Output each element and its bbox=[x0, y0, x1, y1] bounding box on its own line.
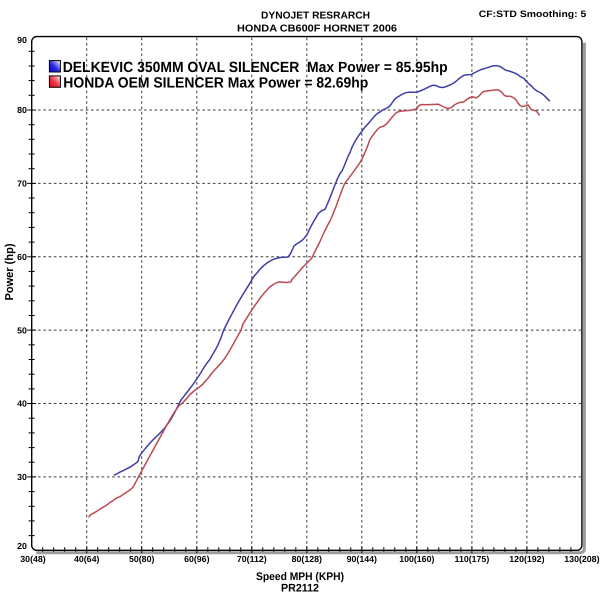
svg-text:70: 70 bbox=[17, 179, 27, 189]
svg-text:DYNOJET RESRARCH: DYNOJET RESRARCH bbox=[261, 10, 370, 21]
svg-text:90: 90 bbox=[17, 35, 27, 45]
svg-text:40: 40 bbox=[17, 399, 27, 409]
svg-text:90(144): 90(144) bbox=[347, 554, 377, 564]
svg-text:30: 30 bbox=[17, 472, 27, 482]
svg-text:60: 60 bbox=[17, 252, 27, 262]
svg-text:110(175): 110(175) bbox=[455, 554, 490, 564]
svg-text:80(128): 80(128) bbox=[292, 554, 322, 564]
svg-text:PR2112: PR2112 bbox=[281, 582, 319, 594]
svg-text:HONDA CB600F HORNET 2006: HONDA CB600F HORNET 2006 bbox=[237, 24, 397, 35]
svg-text:Speed MPH (KPH): Speed MPH (KPH) bbox=[256, 571, 344, 583]
svg-text:Power (hp): Power (hp) bbox=[4, 243, 16, 300]
svg-text:100(160): 100(160) bbox=[399, 554, 434, 564]
svg-text:60(96): 60(96) bbox=[184, 554, 209, 564]
svg-text:130(208): 130(208) bbox=[564, 554, 599, 564]
svg-text:80: 80 bbox=[17, 105, 27, 115]
svg-text:50(80): 50(80) bbox=[129, 554, 154, 564]
svg-text:HONDA OEM SILENCER Max Power =: HONDA OEM SILENCER Max Power = 82.69hp bbox=[63, 75, 368, 91]
svg-text:20: 20 bbox=[17, 541, 27, 551]
svg-text:50: 50 bbox=[17, 325, 27, 335]
svg-text:30(48): 30(48) bbox=[20, 554, 45, 564]
svg-text:40(64): 40(64) bbox=[74, 554, 99, 564]
svg-text:DELKEVIC 350MM OVAL SILENCER: DELKEVIC 350MM OVAL SILENCER Max Power =… bbox=[63, 60, 448, 76]
svg-text:CF:STD Smoothing: 5: CF:STD Smoothing: 5 bbox=[479, 9, 587, 19]
svg-text:70(112): 70(112) bbox=[237, 554, 267, 564]
svg-text:120(192): 120(192) bbox=[509, 554, 544, 564]
